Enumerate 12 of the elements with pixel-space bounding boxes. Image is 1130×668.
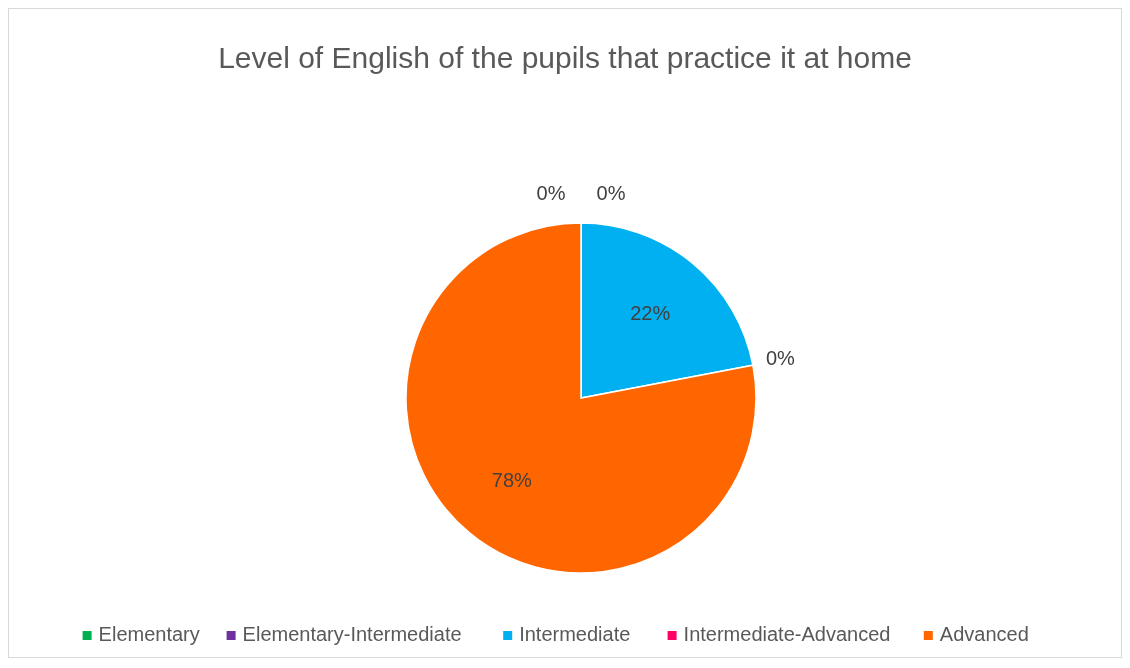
chart-title: Level of English of the pupils that practice it at home [218,41,912,74]
data-label: 22% [630,301,671,324]
legend-label: Advanced [939,623,1029,646]
text: 0% [765,347,795,370]
data-label: 78% [491,468,533,491]
legend-label: Intermediate [519,623,631,646]
text: 0% [536,182,566,205]
pie-slice [405,222,757,574]
legend-label: Elementary [98,623,200,646]
legend-label: Intermediate-Advanced [683,623,891,646]
legend-label: Elementary-Intermediate [242,623,462,646]
text: 0% [596,182,626,205]
